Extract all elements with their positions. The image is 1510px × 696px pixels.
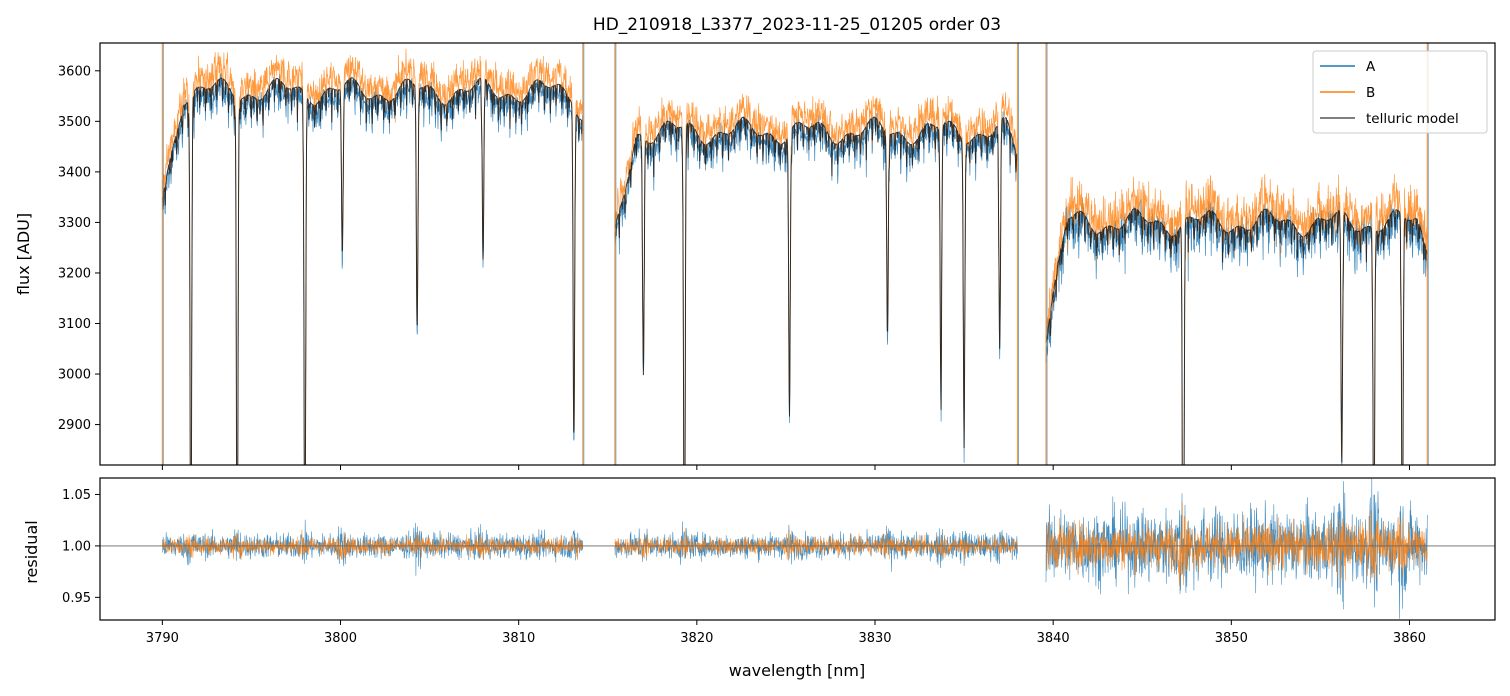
x-axis-label: wavelength [nm] <box>729 661 866 680</box>
residual-x-tick-label: 3840 <box>1037 631 1070 646</box>
flux-y-tick-label: 3000 <box>58 368 91 383</box>
flux-panel-axes: 2900 3000 3100 3200 3300 3400 3500 3600 <box>58 64 1410 470</box>
series-a-flux-line <box>1045 198 1428 465</box>
residual-line-b <box>1045 501 1428 587</box>
telluric-model-line <box>161 77 584 465</box>
flux-y-tick-label: 3100 <box>58 317 91 332</box>
telluric-model-line <box>614 116 1018 465</box>
legend-label-a: A <box>1366 59 1376 75</box>
residual-x-tick-label: 3800 <box>324 631 357 646</box>
residual-x-tick-label: 3820 <box>680 631 713 646</box>
legend-label-b: B <box>1366 85 1375 101</box>
residual-y-tick-label: 0.95 <box>62 591 91 606</box>
residual-y-tick-label: 1.05 <box>62 488 91 503</box>
residual-line-b <box>614 528 1018 560</box>
series-b-flux-line <box>162 48 584 465</box>
legend: A B telluric model <box>1312 50 1488 134</box>
series-b-flux-line <box>1045 174 1428 465</box>
residual-x-tick-label: 3860 <box>1393 631 1426 646</box>
residual-line-b <box>162 529 584 561</box>
flux-y-tick-label: 2900 <box>58 418 91 433</box>
residual-panel <box>100 478 1495 619</box>
flux-y-tick-label: 3600 <box>58 64 91 79</box>
flux-y-tick-label: 3500 <box>58 115 91 130</box>
residual-panel-frame <box>99 477 1496 621</box>
flux-y-tick-label: 3200 <box>58 266 91 281</box>
flux-panel <box>161 43 1429 465</box>
series-b-flux-line <box>614 92 1018 465</box>
residual-y-axis-label: residual <box>22 520 41 583</box>
residual-x-tick-label: 3850 <box>1215 631 1248 646</box>
residual-y-tick-label: 1.00 <box>62 539 91 554</box>
residual-x-tick-label: 3790 <box>146 631 179 646</box>
residual-panel-axes: 0.95 1.00 1.05 3790 3800 3810 3820 3830 3840 3850… <box>62 488 1426 646</box>
residual-x-tick-label: 3810 <box>502 631 535 646</box>
flux-panel-frame <box>99 42 1496 466</box>
legend-label-telluric: telluric model <box>1366 111 1459 127</box>
legend-box <box>1312 50 1488 134</box>
telluric-model-line <box>1045 207 1428 465</box>
chart-title: HD_210918_L3377_2023-11-25_01205 order 0… <box>593 15 1001 35</box>
flux-y-axis-label: flux [ADU] <box>14 213 33 295</box>
flux-y-tick-label: 3300 <box>58 216 91 231</box>
residual-x-tick-label: 3830 <box>858 631 891 646</box>
flux-y-tick-label: 3400 <box>58 165 91 180</box>
series-a-flux-line <box>162 73 584 465</box>
